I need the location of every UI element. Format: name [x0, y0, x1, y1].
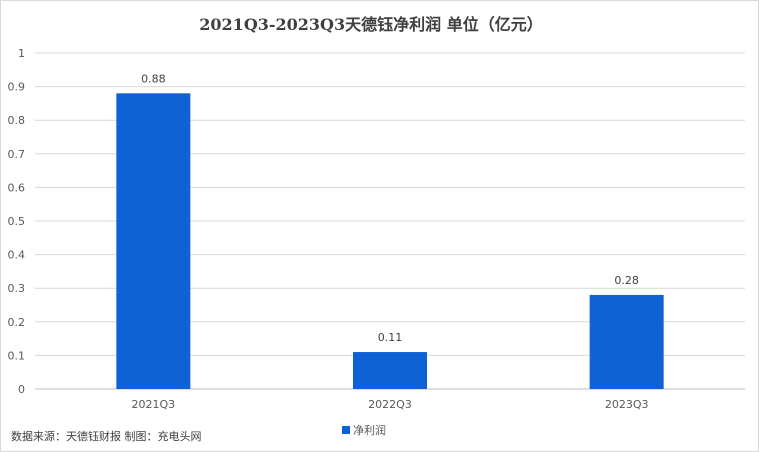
- y-tick-label: 0.5: [8, 215, 26, 228]
- source-note: 数据来源：天德钰财报 制图：充电头网: [11, 429, 202, 443]
- bar: [589, 294, 664, 389]
- y-tick-label: 0.2: [8, 316, 26, 329]
- legend-label: 净利润: [353, 423, 386, 437]
- bars: [116, 93, 664, 389]
- x-category-label: 2022Q3: [368, 398, 412, 411]
- y-tick-label: 0.4: [8, 249, 26, 262]
- data-labels: 0.88 0.11 0.28: [141, 72, 639, 344]
- x-axis-categories: 2021Q3 2022Q3 2023Q3: [132, 398, 649, 411]
- x-category-label: 2021Q3: [132, 398, 176, 411]
- y-tick-label: 0: [18, 383, 25, 396]
- bar: [353, 352, 427, 389]
- y-tick-label: 0.7: [8, 148, 26, 161]
- data-label: 0.88: [141, 72, 166, 85]
- y-tick-label: 0.9: [8, 81, 26, 94]
- x-category-label: 2023Q3: [605, 398, 649, 411]
- chart-title: 2021Q3-2023Q3天德钰净利润 单位（亿元）: [199, 15, 542, 34]
- y-tick-label: 0.6: [8, 181, 26, 194]
- bar: [116, 93, 191, 389]
- y-tick-label: 0.3: [8, 282, 26, 295]
- y-axis-ticks: 0 0.1 0.2 0.3 0.4 0.5 0.6 0.7 0.8 0.9 1: [8, 47, 26, 396]
- y-tick-label: 0.8: [8, 114, 26, 127]
- legend: 净利润: [342, 423, 386, 437]
- legend-swatch: [342, 426, 350, 434]
- data-label: 0.11: [378, 331, 403, 344]
- data-label: 0.28: [614, 274, 639, 287]
- y-tick-label: 0.1: [8, 349, 26, 362]
- y-tick-label: 1: [18, 47, 25, 60]
